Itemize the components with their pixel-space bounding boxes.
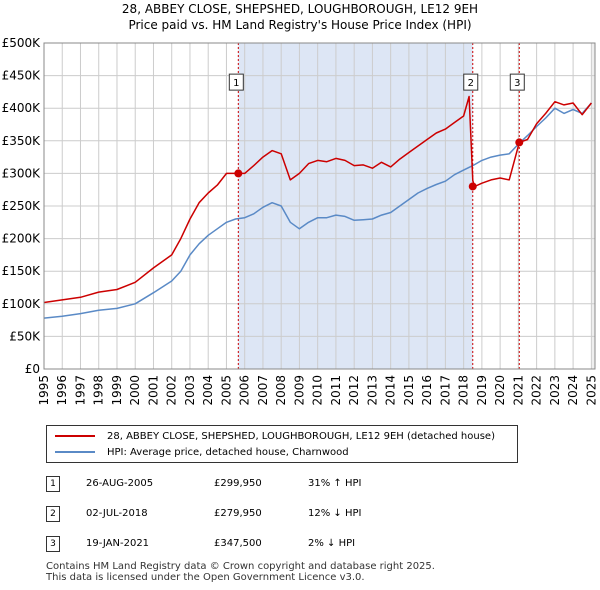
sale-hpi-change: 12% ↓ HPI (308, 508, 362, 519)
sale-number-marker (509, 73, 525, 91)
sale-price: £299,950 (214, 478, 262, 489)
sale-row: 3 19-JAN-2021 £347,500 2% ↓ HPI (46, 536, 446, 554)
x-tick-label: 2012 (347, 375, 361, 406)
sale-date: 19-JAN-2021 (86, 538, 150, 549)
x-tick-label: 2024 (566, 375, 580, 406)
sale-date: 26-AUG-2005 (86, 478, 154, 489)
y-tick-label: £200K (2, 232, 42, 246)
sale-number-badge: 3 (46, 536, 60, 552)
x-tick-label: 2001 (146, 375, 160, 406)
x-tick-label: 2019 (475, 375, 489, 406)
x-tick-label: 2007 (256, 375, 270, 406)
x-tick-label: 2016 (420, 375, 434, 406)
property-price-line (43, 95, 592, 304)
sale-number-marker (463, 73, 479, 91)
y-tick-label: £450K (2, 69, 42, 83)
x-tick-label: 1997 (73, 375, 87, 406)
sale-point (234, 169, 243, 178)
sale-number-badge: 2 (46, 506, 60, 522)
x-tick-label: 2020 (493, 375, 507, 406)
legend-item-hpi: HPI: Average price, detached house, Char… (55, 445, 349, 459)
x-tick-label: 2021 (511, 375, 525, 406)
price-chart: £0 £50K £100K £150K £200K £250K £300K £350K £400… (2, 36, 599, 406)
x-tick-label: 2025 (584, 375, 598, 406)
sale-number-badge: 1 (46, 476, 60, 492)
x-tick-label: 2002 (165, 375, 179, 406)
sale-hpi-change: 2% ↓ HPI (308, 538, 356, 549)
sale-date: 02-JUL-2018 (86, 508, 148, 519)
x-tick-label: 2004 (201, 375, 215, 406)
x-tick-label: 2015 (402, 375, 416, 406)
y-tick-label: £350K (2, 134, 42, 148)
footer-line-1: Contains HM Land Registry data © Crown c… (46, 561, 435, 572)
plot-border (43, 42, 596, 370)
x-tick-label: 1995 (37, 375, 51, 406)
x-tick-label: 2008 (274, 375, 288, 406)
x-tick-label: 2014 (384, 375, 398, 406)
x-tick-label: 1998 (92, 375, 106, 406)
x-tick-label: 2013 (365, 375, 379, 406)
legend-property-swatch (55, 435, 95, 437)
sale-point (515, 138, 524, 147)
x-tick-label: 1996 (55, 375, 69, 406)
legend: 28, ABBEY CLOSE, SHEPSHED, LOUGHBOROUGH,… (46, 425, 518, 463)
x-tick-label: 2005 (219, 375, 233, 406)
x-tick-label: 1999 (110, 375, 124, 406)
sale-price: £347,500 (214, 538, 262, 549)
sale-number-label: 3 (514, 78, 520, 89)
page-subtitle: Price paid vs. HM Land Registry's House … (128, 18, 472, 32)
x-tick-label: 2023 (548, 375, 562, 406)
y-tick-label: £500K (2, 36, 42, 50)
y-tick-label: £150K (2, 264, 42, 278)
y-tick-label: £50K (9, 329, 41, 343)
sale-row: 1 26-AUG-2005 £299,950 31% ↑ HPI (46, 476, 446, 494)
footer-note: Contains HM Land Registry data © Crown c… (46, 561, 435, 583)
x-tick-label: 2009 (292, 375, 306, 406)
footer-line-2: This data is licensed under the Open Gov… (46, 572, 365, 583)
x-tick-label: 2006 (238, 375, 252, 406)
y-tick-label: £0 (25, 362, 40, 376)
sale-point (468, 182, 477, 191)
sale-row: 2 02-JUL-2018 £279,950 12% ↓ HPI (46, 506, 446, 524)
x-tick-label: 2018 (457, 375, 471, 406)
x-tick-label: 2010 (311, 375, 325, 406)
sale-number-marker (228, 73, 244, 91)
y-tick-label: £300K (2, 166, 42, 180)
y-tick-label: £250K (2, 199, 42, 213)
sale-hpi-change: 31% ↑ HPI (308, 478, 362, 489)
x-tick-label: 2017 (438, 375, 452, 406)
sale-number-label: 2 (468, 78, 474, 89)
sale-price: £279,950 (214, 508, 262, 519)
y-tick-label: £400K (2, 101, 42, 115)
x-tick-label: 2003 (183, 375, 197, 406)
sale-number-label: 1 (233, 78, 239, 89)
x-tick-label: 2000 (128, 375, 142, 406)
legend-item-property: 28, ABBEY CLOSE, SHEPSHED, LOUGHBOROUGH,… (55, 429, 495, 443)
x-tick-label: 2022 (530, 375, 544, 406)
legend-hpi-swatch (55, 451, 95, 453)
page-title: 28, ABBEY CLOSE, SHEPSHED, LOUGHBOROUGH,… (121, 2, 479, 16)
y-tick-label: £100K (2, 297, 42, 311)
hpi-line (43, 102, 592, 319)
x-tick-label: 2011 (329, 375, 343, 406)
legend-property-label: 28, ABBEY CLOSE, SHEPSHED, LOUGHBOROUGH,… (107, 430, 495, 442)
legend-hpi-label: HPI: Average price, detached house, Char… (107, 446, 349, 458)
